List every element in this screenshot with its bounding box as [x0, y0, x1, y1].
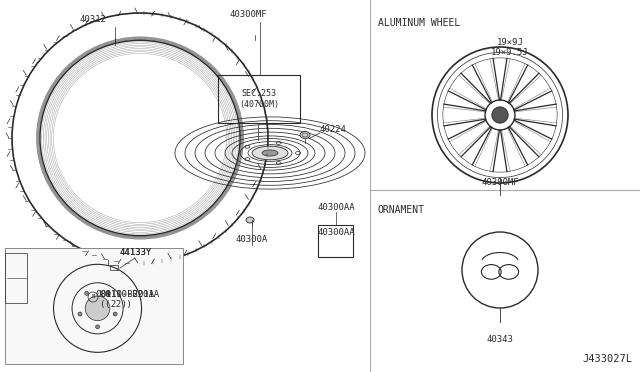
Text: 40312: 40312 [80, 15, 107, 24]
Text: 40300MF: 40300MF [481, 178, 519, 187]
Circle shape [84, 291, 89, 295]
Text: 40300AA: 40300AA [318, 203, 356, 212]
FancyBboxPatch shape [5, 248, 183, 364]
Text: 40300AA: 40300AA [318, 228, 356, 237]
Ellipse shape [252, 146, 288, 160]
Ellipse shape [246, 217, 254, 223]
Text: 44133Y: 44133Y [120, 248, 152, 257]
Text: ORNAMENT: ORNAMENT [378, 205, 425, 215]
Circle shape [106, 291, 111, 295]
Text: 40300A: 40300A [235, 235, 268, 244]
Text: 08110-B201A
( 2 ): 08110-B201A ( 2 ) [100, 290, 159, 310]
Text: ( 2 ): ( 2 ) [105, 300, 132, 309]
Text: 08110-B201A: 08110-B201A [95, 290, 154, 299]
Text: 44133Y: 44133Y [120, 248, 152, 257]
Circle shape [492, 107, 508, 123]
Text: B: B [91, 295, 95, 299]
Circle shape [78, 312, 82, 316]
Text: J433027L: J433027L [582, 354, 632, 364]
Circle shape [85, 296, 110, 321]
Ellipse shape [300, 131, 310, 138]
Text: ALUMINUM WHEEL: ALUMINUM WHEEL [378, 18, 460, 28]
Text: SEC.253
(40700M): SEC.253 (40700M) [239, 89, 279, 109]
Circle shape [113, 312, 117, 316]
Text: 40224: 40224 [320, 125, 347, 134]
Text: 40343: 40343 [486, 335, 513, 344]
Text: 40300MF: 40300MF [230, 10, 268, 19]
Text: 19×9J
19×9.5J: 19×9J 19×9.5J [491, 38, 529, 57]
Circle shape [95, 325, 100, 329]
Ellipse shape [262, 150, 278, 156]
